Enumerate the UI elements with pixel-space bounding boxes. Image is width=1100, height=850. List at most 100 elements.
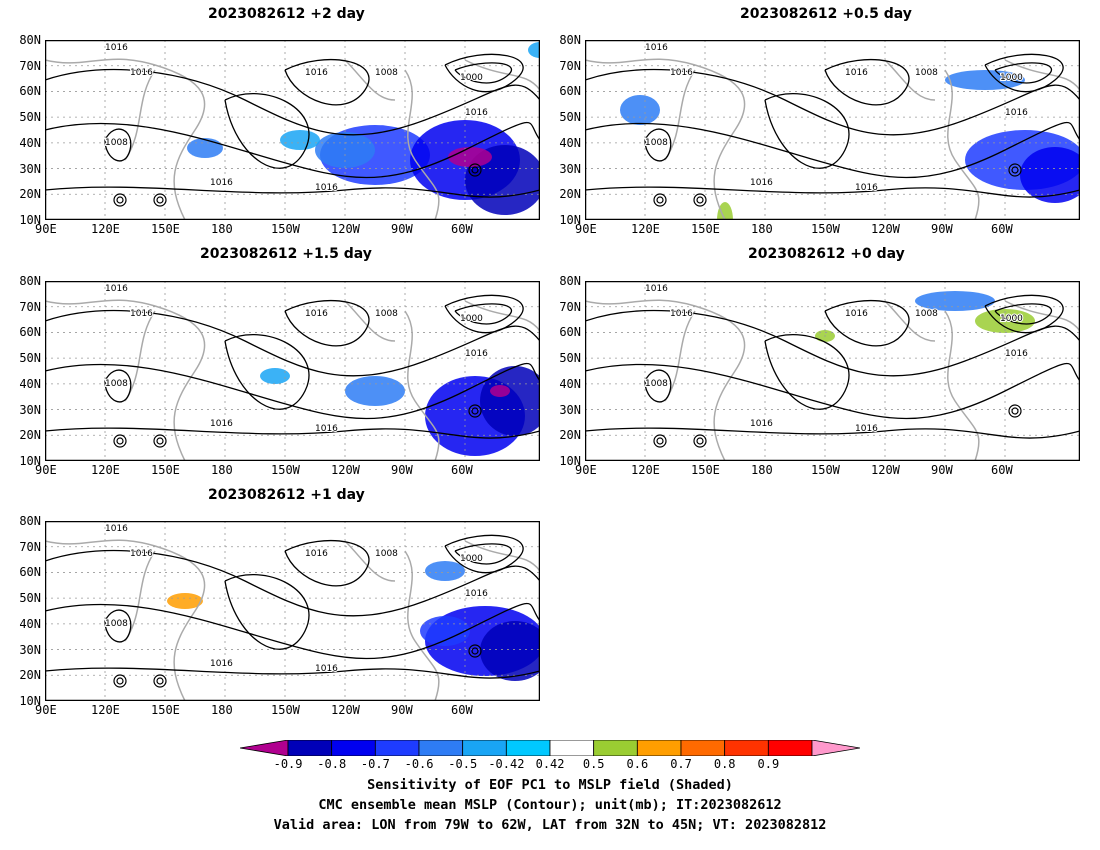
lat-label: 50N [19, 110, 41, 125]
mslp-contour [984, 53, 1064, 93]
sensitivity-shading [280, 130, 320, 150]
mslp-contour [585, 427, 1080, 439]
sensitivity-shading [420, 616, 470, 646]
contour-label: 1008 [105, 379, 128, 389]
contour-label: 1016 [1005, 349, 1028, 359]
colorbar [240, 740, 860, 756]
coastline [404, 69, 440, 220]
colorbar-tick-label: 0.5 [582, 757, 605, 771]
low-pressure-ring [1008, 404, 1022, 418]
sensitivity-shading [975, 309, 1035, 333]
sensitivity-shading [1020, 147, 1080, 203]
mslp-contour [994, 62, 1053, 84]
mslp-contour [224, 93, 310, 169]
contour-label: 1016 [130, 309, 153, 319]
lon-label: 150W [271, 222, 300, 236]
mslp-contour [104, 128, 132, 162]
coastline [124, 69, 156, 161]
colorbar-tick-label: -0.8 [317, 757, 347, 771]
low-pressure-ring [113, 434, 127, 448]
sensitivity-shading [528, 42, 540, 58]
contour-label: 1016 [305, 549, 328, 559]
mslp-contour [45, 667, 540, 679]
contour-label: 1016 [845, 309, 868, 319]
lat-label: 10N [19, 694, 41, 708]
mslp-contour [444, 294, 524, 334]
low-pressure-ring [116, 437, 124, 445]
mslp-contour [444, 53, 524, 93]
contour-label: 1000 [460, 73, 483, 83]
contour-label: 1008 [915, 309, 938, 319]
lon-label: 150E [691, 222, 720, 236]
lat-label: 50N [559, 110, 581, 125]
lon-label: 150E [151, 222, 180, 236]
coastline [45, 58, 206, 220]
panel-title: 2023082612 +0.5 day [740, 6, 912, 22]
lon-label: 120E [91, 463, 120, 477]
contour-label: 1016 [465, 589, 488, 599]
mslp-contour [444, 534, 524, 574]
lon-label: 120W [331, 222, 360, 236]
lat-label: 60N [19, 565, 41, 580]
mslp-contour [45, 121, 540, 179]
panel-title: 2023082612 +0 day [748, 246, 905, 262]
low-pressure-ring [1011, 166, 1019, 174]
map-canvas: 1016 1016 1016 1008 1008 1016 1016 1000 1016 [585, 281, 1080, 461]
colorbar-tick-label: 0.7 [670, 757, 692, 771]
mslp-contour [104, 369, 132, 403]
coastline [45, 299, 206, 461]
lon-label: 150E [151, 703, 180, 717]
lat-label: 30N [559, 161, 581, 176]
contour-label: 1016 [750, 178, 773, 188]
coastline [464, 540, 540, 572]
low-pressure-ring [696, 196, 704, 204]
coastline [45, 539, 206, 701]
lon-label: 90W [391, 463, 413, 477]
contour-label: 1016 [305, 68, 328, 78]
lat-label: 60N [19, 325, 41, 340]
contour-label: 1016 [130, 549, 153, 559]
mslp-contour [585, 186, 1080, 198]
contour-label: 1008 [375, 68, 398, 78]
sensitivity-shading [620, 95, 660, 125]
contour-label: 1016 [315, 664, 338, 674]
colorbar-tick-label: -0.6 [404, 757, 434, 771]
contour-label: 1000 [460, 314, 483, 324]
map-canvas: 1016 1016 1016 1008 1008 1016 1016 1000 1016 [45, 40, 540, 220]
mslp-contour [284, 539, 370, 587]
colorbar-segment [505, 740, 551, 756]
lon-label: 90W [931, 463, 953, 477]
lat-label: 80N [559, 274, 581, 288]
contour-label: 1016 [210, 659, 233, 669]
mslp-contour [45, 186, 540, 198]
lon-label: 60W [991, 222, 1013, 236]
coastline [344, 59, 396, 101]
lat-label: 60N [559, 84, 581, 99]
lat-label: 70N [559, 299, 581, 314]
lat-label: 20N [559, 428, 581, 443]
lat-label: 10N [559, 454, 581, 468]
lon-label: 180 [211, 463, 233, 477]
lon-label: 120W [331, 463, 360, 477]
contour-label: 1016 [315, 424, 338, 434]
mslp-contour [764, 93, 850, 169]
map-canvas: 1016 1016 1016 1008 1008 1016 1016 1000 1016 [585, 40, 1080, 220]
lon-label: 180 [751, 222, 773, 236]
low-pressure-ring [471, 407, 479, 415]
lon-label: 120W [871, 463, 900, 477]
lat-label: 20N [19, 668, 41, 683]
mslp-contour [45, 362, 540, 420]
low-pressure-ring [656, 437, 664, 445]
contour-label: 1016 [130, 68, 153, 78]
lon-label: 150W [811, 463, 840, 477]
lon-label: 180 [211, 222, 233, 236]
contour-label: 1016 [855, 424, 878, 434]
lat-label: 30N [559, 402, 581, 417]
colorbar-tick-label: 0.9 [757, 757, 780, 771]
lat-label: 50N [19, 591, 41, 606]
coastline [124, 310, 156, 402]
contour-label: 1000 [460, 554, 483, 564]
lat-label: 70N [19, 58, 41, 73]
lat-label: 40N [19, 135, 41, 150]
colorbar-tick-label: 0.42 [535, 757, 565, 771]
